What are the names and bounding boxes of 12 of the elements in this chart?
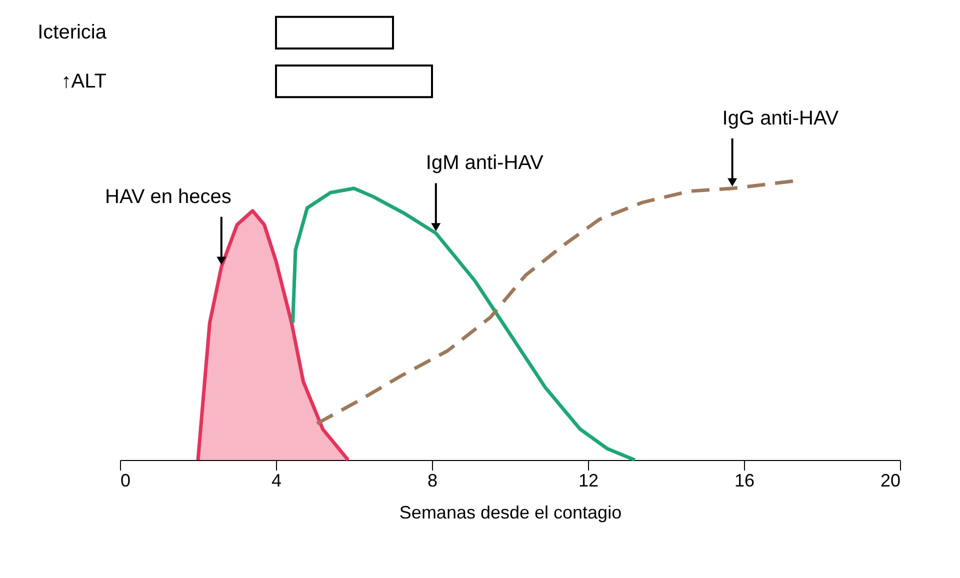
x-tick-label: 0 <box>120 470 131 490</box>
x-tick-label: 8 <box>427 470 438 490</box>
text: IgM anti-HAV <box>426 152 544 174</box>
x-tick-label: 12 <box>578 470 599 490</box>
text: IgG anti-HAV <box>722 107 840 130</box>
series-label: HAV en heces <box>105 186 232 208</box>
y-tick-label: Ictericia <box>38 22 108 44</box>
x-tick-label: 20 <box>880 470 900 490</box>
x-tick-label: 16 <box>734 470 755 490</box>
x-tick-label: 4 <box>271 470 282 490</box>
y-tick-label: ↑ALT <box>61 70 106 92</box>
x-axis-title: Semanas desde el contagio <box>399 502 622 522</box>
